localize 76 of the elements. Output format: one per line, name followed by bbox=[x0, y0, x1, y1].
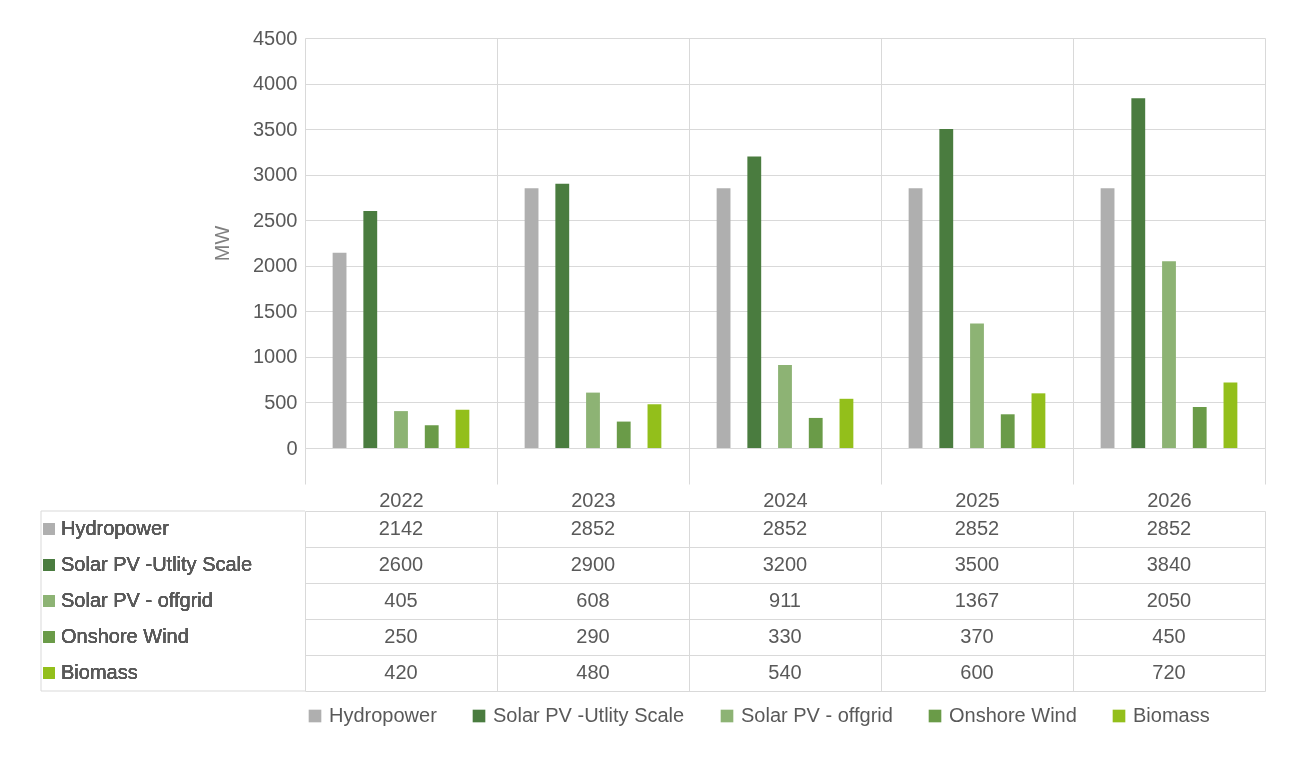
bar bbox=[716, 188, 731, 448]
data-label: 608 bbox=[576, 589, 610, 611]
data-label: 2900 bbox=[570, 553, 616, 575]
text: Onshore Wind bbox=[61, 625, 189, 647]
bar bbox=[970, 323, 984, 448]
bar bbox=[1000, 414, 1015, 448]
bar bbox=[1192, 407, 1207, 448]
data-label: 330 bbox=[768, 625, 802, 647]
data-label: 2852 bbox=[762, 517, 808, 539]
bar bbox=[839, 398, 854, 448]
data-label: 3500 bbox=[954, 553, 1000, 575]
x-tick-label: 2022 bbox=[379, 488, 424, 511]
bar bbox=[616, 421, 631, 448]
bar bbox=[586, 392, 600, 448]
data-label: 540 bbox=[768, 661, 802, 683]
bar bbox=[394, 411, 408, 448]
data-label: 3200 bbox=[762, 553, 808, 575]
bar bbox=[455, 409, 470, 448]
text: Hydropower bbox=[329, 704, 437, 726]
bar bbox=[747, 156, 762, 448]
legend-label: Hydropower bbox=[61, 517, 170, 539]
bar bbox=[555, 183, 570, 448]
bar bbox=[908, 188, 923, 448]
data-label: 420 bbox=[384, 661, 418, 683]
x-tick-label: 2024 bbox=[763, 488, 808, 511]
bar bbox=[1131, 98, 1146, 448]
y-axis-title: MW bbox=[211, 225, 234, 262]
data-label: 370 bbox=[960, 625, 994, 647]
y-tick-label: 3500 bbox=[253, 117, 298, 140]
text: Solar PV -Utlity Scale bbox=[493, 704, 685, 726]
legend-label: Biomass bbox=[1133, 704, 1210, 726]
data-label: 2050 bbox=[1146, 589, 1192, 611]
data-label: 480 bbox=[576, 661, 610, 683]
x-tick-label: 2025 bbox=[955, 488, 1000, 511]
legend-label: Solar PV -Utlity Scale bbox=[61, 553, 253, 575]
y-tick-label: 1000 bbox=[253, 345, 298, 368]
bar bbox=[332, 252, 347, 448]
bar bbox=[1031, 393, 1046, 448]
data-label: 2600 bbox=[378, 553, 424, 575]
data-label: 250 bbox=[384, 625, 418, 647]
legend-label: Solar PV - offgrid bbox=[61, 589, 213, 611]
text: Biomass bbox=[61, 661, 138, 683]
data-label: 2852 bbox=[954, 517, 1000, 539]
y-tick-label: 0 bbox=[286, 436, 298, 459]
bar bbox=[1162, 261, 1176, 448]
y-tick-label: 1500 bbox=[253, 299, 298, 322]
bar bbox=[524, 188, 539, 448]
y-tick-label: 3000 bbox=[253, 163, 298, 186]
data-label: 600 bbox=[960, 661, 994, 683]
bar bbox=[808, 417, 823, 448]
bar bbox=[424, 425, 439, 448]
data-label: 450 bbox=[1152, 625, 1186, 647]
data-label: 290 bbox=[576, 625, 610, 647]
x-tick-label: 2026 bbox=[1147, 488, 1192, 511]
data-label: 3840 bbox=[1146, 553, 1192, 575]
text: Solar PV - offgrid bbox=[741, 704, 893, 726]
legend-label: Onshore Wind bbox=[949, 704, 1077, 726]
y-tick-label: 500 bbox=[264, 390, 298, 413]
bar bbox=[1100, 188, 1115, 448]
data-label: 405 bbox=[384, 589, 418, 611]
y-tick-label: 4500 bbox=[253, 26, 298, 49]
y-tick-label: 4000 bbox=[253, 72, 298, 95]
data-label: 911 bbox=[769, 589, 801, 611]
x-tick-label: 2023 bbox=[571, 488, 616, 511]
bar bbox=[363, 211, 378, 448]
data-label: 2852 bbox=[1146, 517, 1192, 539]
data-label: 1367 bbox=[954, 589, 1000, 611]
y-tick-label: 2000 bbox=[253, 254, 298, 277]
data-label: 720 bbox=[1152, 661, 1186, 683]
bar bbox=[939, 129, 954, 448]
data-label: 2142 bbox=[378, 517, 424, 539]
bar bbox=[778, 365, 792, 448]
bar bbox=[647, 404, 662, 448]
bar bbox=[1223, 382, 1238, 448]
y-tick-label: 2500 bbox=[253, 208, 298, 231]
data-label: 2852 bbox=[570, 517, 616, 539]
